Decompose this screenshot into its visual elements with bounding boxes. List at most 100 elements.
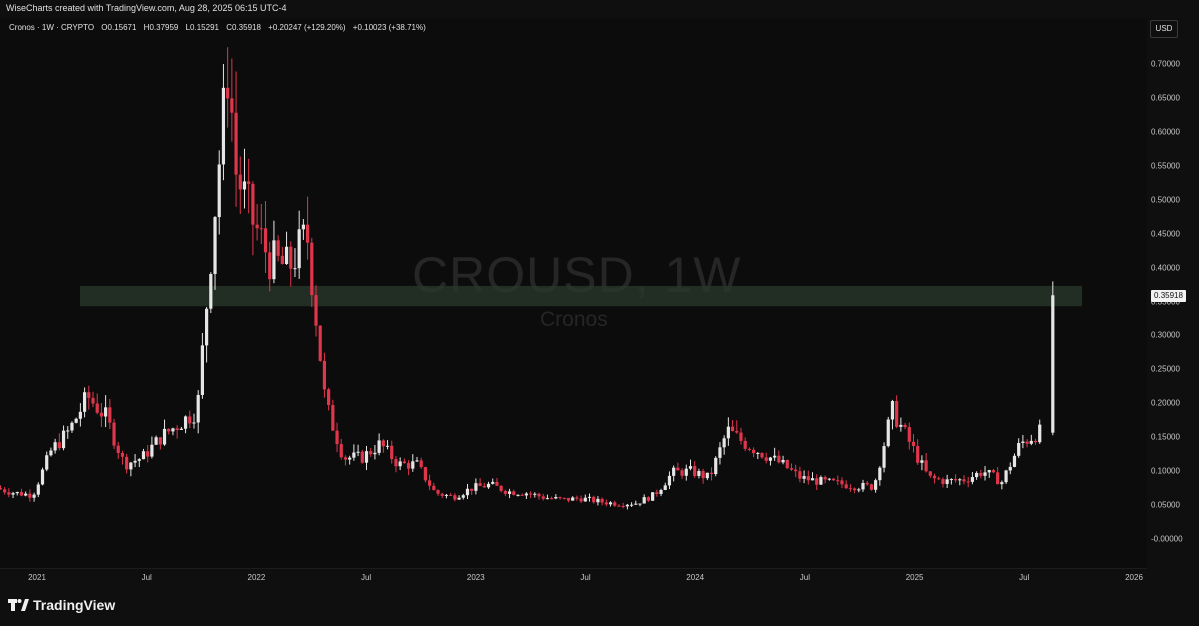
candle-body bbox=[251, 183, 255, 225]
legend-open: O0.15671 bbox=[101, 23, 137, 32]
candle-body bbox=[470, 488, 474, 491]
candle-body bbox=[865, 482, 869, 485]
candle-body bbox=[95, 403, 99, 413]
candle-body bbox=[192, 422, 196, 424]
candle-body bbox=[137, 459, 141, 461]
candle-body bbox=[440, 493, 444, 496]
candle-body bbox=[19, 492, 24, 496]
candle-body bbox=[798, 471, 802, 479]
candle-body bbox=[596, 498, 600, 503]
legend-low: L0.15291 bbox=[185, 23, 219, 32]
candle-body bbox=[310, 242, 314, 296]
x-tick-label: 2025 bbox=[905, 573, 924, 582]
candle-body bbox=[230, 98, 234, 113]
candle-body bbox=[154, 437, 158, 445]
candle-body bbox=[730, 426, 735, 432]
candle-body bbox=[74, 418, 78, 423]
candle-body bbox=[175, 428, 179, 430]
candle-body bbox=[491, 481, 495, 484]
candle-body bbox=[714, 457, 718, 475]
x-tick-label: Jul bbox=[1019, 573, 1030, 582]
candle-body bbox=[247, 181, 251, 184]
candle-body bbox=[886, 419, 890, 447]
candle-body bbox=[789, 468, 794, 470]
y-tick-label: -0.00000 bbox=[1151, 534, 1183, 544]
candle-body bbox=[667, 475, 672, 486]
candle-body bbox=[339, 444, 343, 458]
candle-body bbox=[1033, 440, 1038, 443]
candle-body bbox=[651, 492, 655, 501]
candle-body bbox=[112, 422, 116, 446]
candle-body bbox=[592, 496, 596, 503]
candle-body bbox=[1038, 424, 1042, 443]
candle-body bbox=[777, 455, 781, 463]
currency-button[interactable]: USD bbox=[1150, 20, 1178, 38]
candle-body bbox=[937, 478, 941, 480]
price-axis[interactable]: 0.70000 0.65000 0.60000 0.55000 0.50000 0.450… bbox=[1147, 40, 1199, 568]
candle-body bbox=[823, 477, 827, 480]
candle-body bbox=[806, 476, 810, 481]
candle-body bbox=[996, 472, 1000, 485]
candle-body bbox=[815, 478, 819, 485]
candle-body bbox=[571, 497, 575, 501]
candle-body bbox=[663, 485, 667, 490]
candle-body bbox=[66, 430, 70, 432]
candle-body bbox=[827, 478, 831, 480]
candle-body bbox=[604, 502, 608, 505]
candle-body bbox=[209, 273, 213, 309]
candle-body bbox=[680, 470, 684, 476]
candle-body bbox=[975, 472, 979, 478]
tradingview-logo[interactable]: TradingView bbox=[8, 597, 115, 613]
candle-body bbox=[125, 456, 129, 470]
candle-body bbox=[411, 461, 415, 469]
candle-body bbox=[966, 481, 970, 483]
candle-body bbox=[234, 112, 238, 175]
candle-body bbox=[819, 477, 823, 485]
candle-body bbox=[659, 489, 663, 495]
candle-body bbox=[688, 466, 693, 469]
candle-body bbox=[104, 407, 108, 417]
candle-body bbox=[53, 442, 57, 451]
candle-body bbox=[945, 479, 949, 484]
candle-body bbox=[179, 428, 183, 430]
candle-body bbox=[263, 228, 268, 253]
candle-body bbox=[625, 504, 629, 507]
candle-body bbox=[158, 437, 162, 445]
footer: TradingView bbox=[0, 587, 1199, 626]
candle-body bbox=[293, 268, 297, 270]
candle-body bbox=[874, 480, 878, 490]
candle-body bbox=[24, 493, 28, 496]
candle-body bbox=[554, 497, 558, 499]
candle-body bbox=[773, 455, 777, 458]
candle-body bbox=[756, 452, 760, 454]
candle-body bbox=[406, 463, 411, 469]
candle-body bbox=[449, 494, 453, 496]
candle-body bbox=[284, 246, 289, 264]
candle-body bbox=[385, 445, 390, 447]
candle-body bbox=[129, 462, 133, 470]
candlestick-plot[interactable] bbox=[0, 18, 1147, 568]
candle-body bbox=[629, 504, 634, 506]
candle-body bbox=[882, 446, 886, 468]
candle-body bbox=[15, 492, 19, 494]
candle-body bbox=[108, 407, 112, 423]
candle-body bbox=[146, 451, 150, 457]
y-tick-label: 0.45000 bbox=[1151, 229, 1180, 239]
legend-change: +0.20247 (+129.20%) bbox=[268, 23, 346, 32]
candle-body bbox=[987, 470, 991, 473]
time-axis[interactable]: 2021 Jul 2022 Jul 2023 Jul 2024 Jul 2025 Jul 2026 bbox=[0, 568, 1147, 587]
candle-body bbox=[28, 493, 32, 498]
candle-body bbox=[701, 470, 705, 479]
candle-body bbox=[528, 493, 533, 495]
candle-body bbox=[1012, 455, 1017, 467]
candle-body bbox=[903, 424, 907, 428]
y-tick-label: 0.25000 bbox=[1151, 364, 1180, 374]
candle-body bbox=[436, 490, 440, 494]
candle-body bbox=[575, 497, 579, 499]
candle-body bbox=[953, 479, 958, 481]
candle-body bbox=[503, 490, 507, 494]
x-tick-label: Jul bbox=[799, 573, 811, 582]
candle-body bbox=[781, 459, 785, 463]
y-tick-label: 0.65000 bbox=[1151, 93, 1180, 103]
candle-body bbox=[360, 451, 364, 463]
